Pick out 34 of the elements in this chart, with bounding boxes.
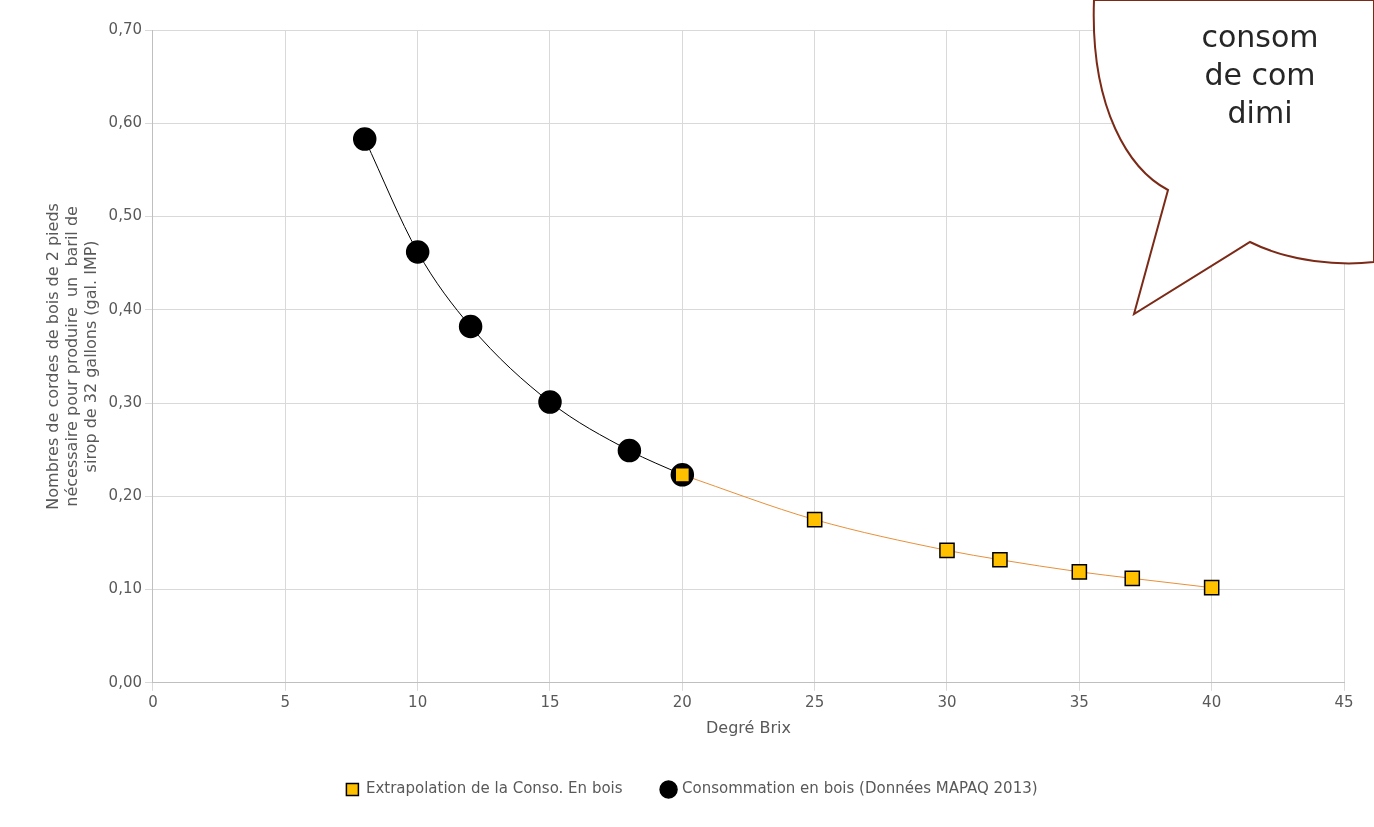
x-tick-label: 25	[805, 692, 825, 711]
x-tick-label: 20	[672, 692, 692, 711]
point	[617, 438, 642, 463]
x-axis-title: Degré Brix	[706, 717, 791, 737]
y-tick-label: 0,30	[108, 392, 142, 411]
legend-label: Extrapolation de la Conso. En bois	[365, 779, 623, 798]
x-tick-label: 0	[148, 692, 158, 711]
point	[1203, 579, 1220, 596]
point	[806, 511, 823, 528]
x-tick-label: 45	[1334, 692, 1354, 711]
y-tick-label: 0,50	[108, 206, 142, 225]
legend-label: Consommation en bois (Données MAPAQ 2013)	[682, 779, 1038, 798]
y-tick-label: 0,70	[108, 19, 142, 38]
annotation: consom de com dimi	[1200, 18, 1320, 132]
point	[939, 542, 955, 559]
y-axis-title: Nombres de cordes de bois de 2 pieds nécessaire pour produire un baril de sirop de 32 gallons (gal. IMP)	[42, 203, 101, 510]
y-tick-label: 0,20	[108, 486, 142, 505]
point	[458, 314, 483, 339]
y-tick-label: 0,60	[108, 113, 142, 132]
x-tick-label: 5	[280, 692, 291, 711]
x-tick-label: 30	[937, 692, 957, 711]
point	[352, 127, 377, 151]
x-tick-label: 10	[408, 692, 428, 711]
y-tick-label: 0,40	[108, 299, 142, 318]
x-tick-label: 40	[1202, 692, 1222, 711]
point	[992, 551, 1008, 568]
point	[538, 390, 562, 414]
y-tick-label: 0,00	[108, 672, 142, 691]
x-tick-label: 35	[1069, 692, 1089, 711]
x-tick-label: 15	[540, 692, 560, 711]
point	[1124, 570, 1141, 587]
point	[405, 240, 430, 264]
point	[1071, 564, 1088, 580]
y-tick-label: 0,10	[108, 579, 142, 598]
